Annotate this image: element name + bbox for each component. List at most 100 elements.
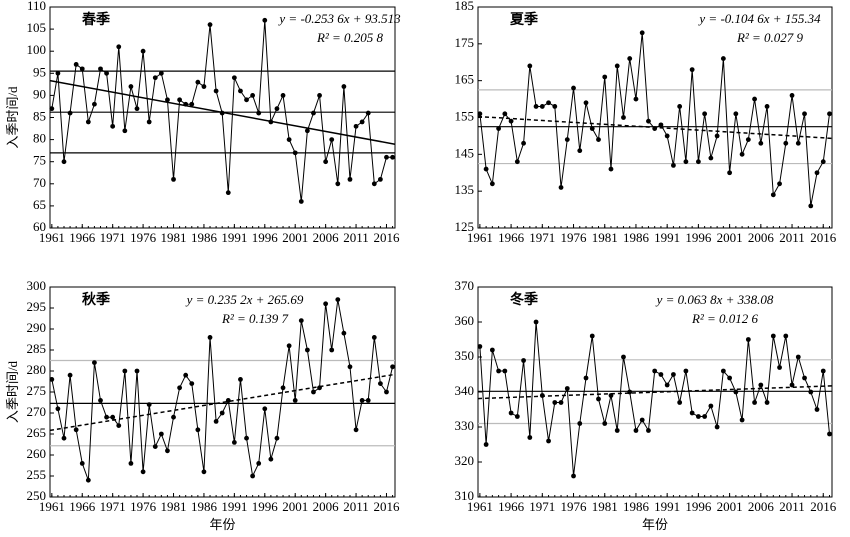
data-point (323, 159, 329, 165)
data-point (639, 30, 645, 36)
data-point (539, 393, 545, 398)
data-point (171, 414, 176, 420)
data-point (527, 435, 533, 440)
x-tick-label: 1981 (161, 230, 187, 245)
data-point (152, 75, 158, 81)
data-point (341, 84, 347, 89)
data-point (795, 140, 801, 146)
x-tick-label: 2016 (810, 499, 837, 514)
data-point (268, 119, 274, 125)
y-tick-label: 145 (455, 145, 475, 160)
y-tick-label: 370 (455, 278, 475, 293)
data-point (552, 104, 558, 109)
data-point (608, 393, 614, 398)
y-tick-label: 290 (27, 320, 47, 335)
data-point (521, 358, 526, 363)
data-point (177, 97, 183, 103)
data-point (727, 375, 733, 381)
data-point (758, 382, 764, 388)
data-point (489, 347, 495, 353)
x-tick-label: 1996 (685, 499, 712, 514)
y-tick-label: 295 (27, 299, 47, 314)
data-point (67, 110, 73, 116)
data-point (183, 372, 189, 378)
y-tick-label: 310 (455, 488, 475, 503)
data-point (280, 385, 286, 391)
data-point (777, 365, 782, 370)
y-tick-label: 320 (455, 453, 475, 468)
data-point (189, 381, 195, 386)
data-point (596, 396, 601, 402)
data-point (689, 67, 695, 73)
data-point (165, 448, 170, 454)
y-tick-label: 65 (33, 197, 46, 212)
data-point (274, 106, 280, 112)
data-point (508, 410, 514, 416)
y-tick-label: 85 (33, 108, 46, 123)
data-point (671, 162, 676, 168)
x-tick-label: 1991 (654, 230, 680, 245)
trend-line (477, 385, 833, 400)
data-point (745, 337, 751, 342)
x-tick-label: 1966 (69, 499, 96, 514)
data-point (646, 118, 651, 124)
x-tick-label: 1986 (623, 230, 650, 245)
x-tick-label: 2001 (717, 499, 743, 514)
data-point (116, 44, 122, 50)
data-point (777, 181, 782, 187)
data-point (702, 414, 708, 419)
data-point (201, 469, 207, 475)
data-point (292, 150, 298, 156)
data-point (92, 360, 97, 365)
data-point (79, 66, 85, 72)
data-point (244, 435, 249, 441)
data-point (92, 101, 97, 107)
x-tick-label: 2006 (313, 499, 340, 514)
y-axis-label: 入季时间/d (5, 86, 20, 149)
data-point (329, 137, 335, 143)
data-point (527, 63, 533, 69)
y-tick-label: 275 (27, 383, 47, 398)
data-point (802, 111, 807, 117)
r-squared: R² = 0.012 6 (691, 311, 759, 326)
data-point (496, 126, 502, 131)
data-point (329, 347, 335, 353)
data-point (171, 176, 176, 182)
data-point (371, 335, 377, 340)
data-point (745, 137, 751, 143)
data-point (483, 442, 489, 447)
data-point (128, 461, 134, 466)
data-point (298, 199, 304, 204)
panel-title: 秋季 (82, 291, 110, 308)
x-tick-label: 1981 (592, 230, 618, 245)
data-point (134, 106, 140, 112)
y-tick-label: 300 (27, 278, 47, 293)
data-point (814, 407, 820, 412)
data-point (262, 406, 268, 412)
data-point (195, 427, 201, 433)
data-point (689, 410, 695, 416)
data-point (783, 140, 789, 146)
data-point (783, 333, 789, 339)
data-point (702, 111, 708, 117)
data-point (627, 389, 633, 395)
y-tick-label: 100 (27, 42, 47, 57)
data-point (110, 414, 116, 420)
data-point (808, 203, 814, 209)
y-tick-label: 95 (33, 64, 46, 79)
y-tick-label: 185 (455, 0, 475, 13)
y-tick-label: 340 (455, 383, 475, 398)
data-point (539, 104, 545, 109)
data-line (479, 321, 831, 477)
x-tick-label: 2016 (373, 230, 400, 245)
data-point (733, 389, 739, 395)
data-point (483, 166, 489, 172)
data-point (514, 414, 520, 419)
y-axis-label: 入季时间/d (5, 360, 20, 423)
data-point (323, 301, 329, 307)
y-tick-label: 330 (455, 418, 475, 433)
data-point (820, 368, 826, 374)
data-point (231, 440, 237, 445)
data-point (720, 368, 726, 374)
data-point (311, 389, 316, 395)
